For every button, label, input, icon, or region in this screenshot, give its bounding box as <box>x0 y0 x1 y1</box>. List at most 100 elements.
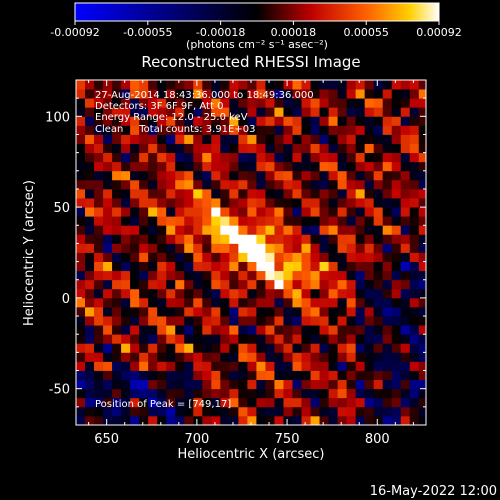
heatmap-cell <box>175 379 185 390</box>
heatmap-cell <box>292 325 302 335</box>
heatmap-cell <box>265 143 275 154</box>
heatmap-cell <box>85 161 95 172</box>
heatmap-cell <box>256 288 266 299</box>
heatmap-cell <box>112 198 122 208</box>
heatmap-cell <box>121 252 131 262</box>
heatmap-cell <box>382 388 393 399</box>
heatmap-cell <box>130 179 140 190</box>
heatmap-cell <box>139 252 149 262</box>
heatmap-cell <box>418 188 426 199</box>
heatmap-cell <box>301 379 311 390</box>
heatmap-cell <box>301 89 311 99</box>
heatmap-cell <box>319 234 329 244</box>
heatmap-cell <box>274 334 284 344</box>
heatmap-cell <box>130 415 140 425</box>
heatmap-cell <box>166 152 176 163</box>
heatmap-cell <box>103 288 113 299</box>
heatmap-cell <box>337 98 348 108</box>
heatmap-cell <box>373 316 384 326</box>
heatmap-cell <box>301 143 311 154</box>
heatmap-cell <box>382 198 393 208</box>
heatmap-cell <box>112 134 122 144</box>
heatmap-cell <box>157 234 167 244</box>
heatmap-cell <box>193 252 203 262</box>
heatmap-cell <box>229 188 239 199</box>
heatmap-cell <box>364 134 375 144</box>
heatmap-cell <box>355 397 366 408</box>
heatmap-cell <box>283 116 293 126</box>
heatmap-cell <box>121 134 131 144</box>
heatmap-cell <box>193 107 203 117</box>
heatmap-cell <box>310 80 320 90</box>
heatmap-cell <box>409 116 420 126</box>
heatmap-cell <box>292 361 302 371</box>
heatmap-cell <box>157 388 167 399</box>
heatmap-cell <box>319 306 329 317</box>
heatmap-cell <box>319 179 329 190</box>
heatmap-cell <box>202 134 212 144</box>
heatmap-cell <box>238 80 248 90</box>
heatmap-cell <box>148 243 158 253</box>
heatmap-cell <box>337 161 348 172</box>
heatmap-cell <box>193 352 203 362</box>
heatmap-cell <box>193 243 203 253</box>
heatmap-cell <box>139 98 149 108</box>
heatmap-cell <box>184 325 194 335</box>
heatmap-cell <box>301 406 311 417</box>
heatmap-cell <box>166 125 176 135</box>
heatmap-cell <box>292 316 302 326</box>
heatmap-cell <box>211 306 221 317</box>
heatmap-cell <box>400 352 411 362</box>
heatmap-cell <box>247 207 257 217</box>
heatmap-cell <box>175 116 185 126</box>
heatmap-cell <box>346 98 357 108</box>
heatmap-cell <box>355 152 366 163</box>
annotation-detectors: Detectors: 3F 6F 9F, Att 0 <box>95 101 223 112</box>
heatmap-cell <box>256 225 266 235</box>
heatmap-cell <box>346 243 357 253</box>
heatmap-cell <box>229 343 239 353</box>
heatmap-cell <box>292 134 302 144</box>
heatmap-cell <box>301 297 311 308</box>
heatmap-cell <box>247 216 257 226</box>
heatmap-cell <box>148 334 158 344</box>
heatmap-cell <box>247 361 257 371</box>
heatmap-cell <box>112 279 122 290</box>
heatmap-cell <box>400 370 411 381</box>
heatmap-cell <box>337 415 348 425</box>
heatmap-cell <box>292 179 302 190</box>
heatmap-cell <box>202 116 212 126</box>
heatmap-cell <box>382 98 393 108</box>
heatmap-cell <box>418 80 426 90</box>
heatmap-cell <box>274 397 284 408</box>
heatmap-cell <box>94 134 104 144</box>
heatmap-cell <box>175 152 185 163</box>
heatmap-cell <box>337 334 348 344</box>
heatmap-cell <box>238 207 248 217</box>
heatmap-cell <box>418 225 426 235</box>
heatmap-cell <box>85 352 95 362</box>
heatmap-cell <box>319 170 329 181</box>
heatmap-cell <box>76 98 86 108</box>
heatmap-cell <box>121 406 131 417</box>
heatmap-cell <box>193 334 203 344</box>
annotation-block: 27-Aug-2014 18:43:36.000 to 18:49:36.000… <box>95 90 314 135</box>
heatmap-cell <box>103 243 113 253</box>
heatmap-cell <box>409 279 420 290</box>
heatmap-cell <box>301 80 311 90</box>
heatmap-cell <box>121 243 131 253</box>
heatmap-cell <box>373 270 384 281</box>
heatmap-cell <box>238 316 248 326</box>
heatmap-cell <box>238 98 248 108</box>
heatmap-cell <box>301 152 311 163</box>
heatmap-cell <box>391 152 402 163</box>
heatmap-cell <box>328 343 338 353</box>
heatmap-cell <box>157 334 167 344</box>
heatmap-cell <box>112 316 122 326</box>
heatmap-cell <box>121 415 131 425</box>
heatmap-cell <box>166 388 176 399</box>
heatmap-cell <box>139 270 149 281</box>
heatmap-cell <box>103 279 113 290</box>
heatmap-cell <box>364 234 375 244</box>
heatmap-cell <box>265 179 275 190</box>
